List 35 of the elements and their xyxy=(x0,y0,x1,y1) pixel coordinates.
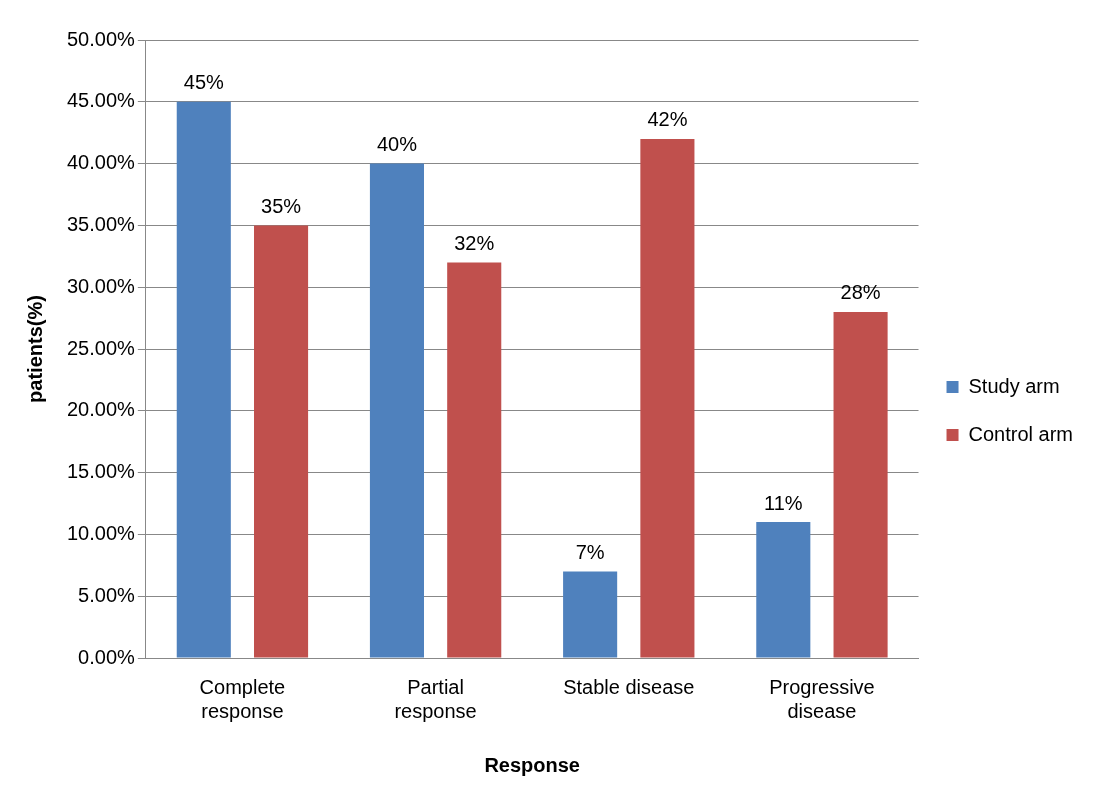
y-tick-label: 40.00% xyxy=(66,151,136,174)
y-tick-label: 35.00% xyxy=(66,212,136,235)
x-axis-title: Response xyxy=(484,753,580,776)
y-tick-label: 30.00% xyxy=(66,274,136,297)
bar xyxy=(563,571,618,658)
x-tick-label: Progressive disease xyxy=(769,675,875,722)
y-tick-label: 0.00% xyxy=(78,645,136,668)
x-tick-label: Complete response xyxy=(199,675,286,722)
bar xyxy=(369,163,424,658)
data-label: 11% xyxy=(764,491,803,514)
bar xyxy=(176,101,231,658)
y-tick-label: 5.00% xyxy=(78,583,136,606)
data-label: 42% xyxy=(647,108,688,131)
y-tick-label: 25.00% xyxy=(66,336,136,359)
bar xyxy=(254,225,309,658)
data-label: 35% xyxy=(261,194,302,217)
x-tick-label: Partial response xyxy=(394,675,477,722)
y-tick-label: 15.00% xyxy=(66,460,136,483)
data-label: 32% xyxy=(454,232,495,254)
bar xyxy=(756,522,811,658)
bar xyxy=(447,262,502,658)
y-tick-label: 50.00% xyxy=(66,27,136,50)
y-tick-label: 20.00% xyxy=(66,398,136,421)
bar xyxy=(833,311,888,658)
y-axis-title: patients(%) xyxy=(23,295,46,403)
y-tick-label: 10.00% xyxy=(66,521,136,544)
y-tick-label: 45.00% xyxy=(66,89,136,112)
data-label: 7% xyxy=(575,541,605,563)
data-label: 40% xyxy=(376,133,418,156)
legend-label: Study arm xyxy=(968,374,1060,397)
data-label: 28% xyxy=(840,281,881,304)
data-label: 45% xyxy=(183,71,225,94)
bar xyxy=(640,138,695,658)
x-tick-label: Stable disease xyxy=(563,675,695,698)
legend-label: Control arm xyxy=(968,422,1074,445)
